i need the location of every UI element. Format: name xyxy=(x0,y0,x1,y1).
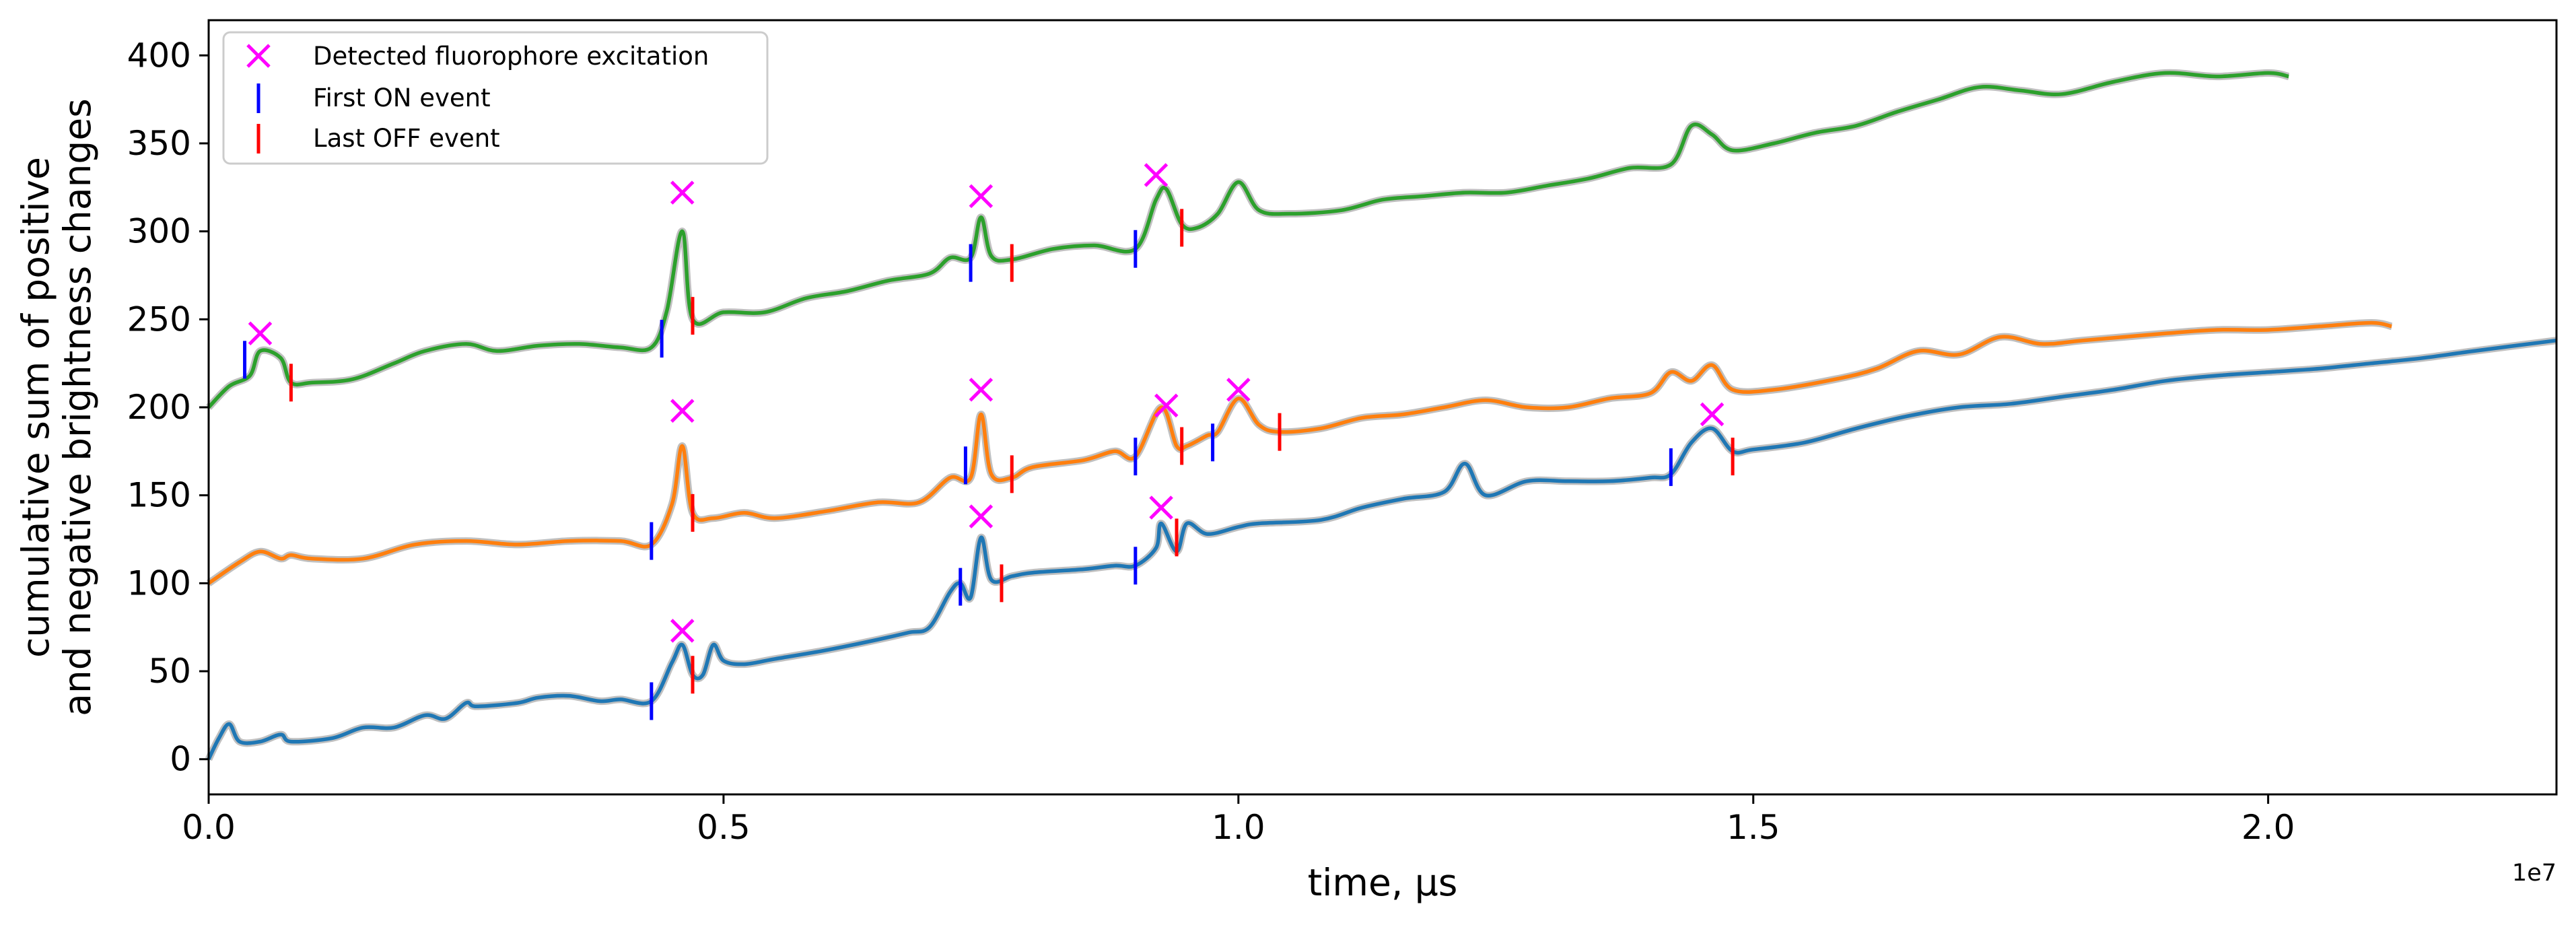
excitation-marker-10 xyxy=(1154,393,1179,418)
excitation-marker-9 xyxy=(1149,495,1173,520)
y-tick-label-1: 0 xyxy=(170,740,191,779)
x-tick-label-1: 0.0 xyxy=(182,808,236,847)
y-tick-label-2: 50 xyxy=(148,652,191,691)
legend: Detected fluorophore excitation First ON… xyxy=(222,31,769,165)
y-tick-label-5: 200 xyxy=(127,388,191,427)
y-axis-label: cumulative sum of positive and negative … xyxy=(14,98,99,716)
excitation-marker-3 xyxy=(670,399,695,423)
excitation-marker-11 xyxy=(1226,378,1251,402)
excitation-marker-1 xyxy=(248,321,273,345)
series-line-3 xyxy=(207,71,2289,409)
x-tick-label-2: 0.5 xyxy=(697,808,751,847)
marker-layer xyxy=(243,163,1735,720)
series-line-1 xyxy=(207,338,2557,760)
series-line-2 xyxy=(207,320,2392,585)
legend-excitation-marker xyxy=(246,44,271,68)
excitation-marker-8 xyxy=(1144,163,1169,187)
series-layer xyxy=(205,69,2557,761)
excitation-marker-7 xyxy=(969,184,994,209)
y-tick-label-7: 300 xyxy=(127,212,191,251)
y-tick-label-4: 150 xyxy=(127,476,191,515)
y-tick-label-8: 350 xyxy=(127,124,191,163)
x-tick-label-3: 1.0 xyxy=(1212,808,1265,847)
excitation-marker-4 xyxy=(670,180,695,205)
excitation-marker-6 xyxy=(969,378,994,402)
excitation-marker-12 xyxy=(1700,402,1725,427)
y-tick-label-9: 400 xyxy=(127,36,191,75)
y-axis-label-line-2: and negative brightness changes xyxy=(56,98,99,716)
x-axis-label: time, µs xyxy=(1308,861,1458,904)
legend-box xyxy=(222,31,769,165)
y-tick-label-3: 100 xyxy=(127,563,191,603)
legend-label-first-on: First ON event xyxy=(313,83,491,112)
y-axis-label-line-1: cumulative sum of positive xyxy=(14,157,57,658)
excitation-marker-5 xyxy=(969,504,994,528)
y-tick-label-6: 250 xyxy=(127,300,191,339)
axis-layer: 0.0 0.5 1.0 1.5 2.0 0 50 100 150 200 250 300 350 400 xyxy=(127,36,2295,847)
legend-label-last-off: Last OFF event xyxy=(313,124,500,153)
excitation-marker-2 xyxy=(670,619,695,643)
x-axis-offset-label: 1e7 xyxy=(2512,860,2556,887)
legend-label-excitation: Detected fluorophore excitation xyxy=(313,42,709,71)
x-tick-label-5: 2.0 xyxy=(2241,808,2295,847)
x-tick-label-4: 1.5 xyxy=(1727,808,1780,847)
